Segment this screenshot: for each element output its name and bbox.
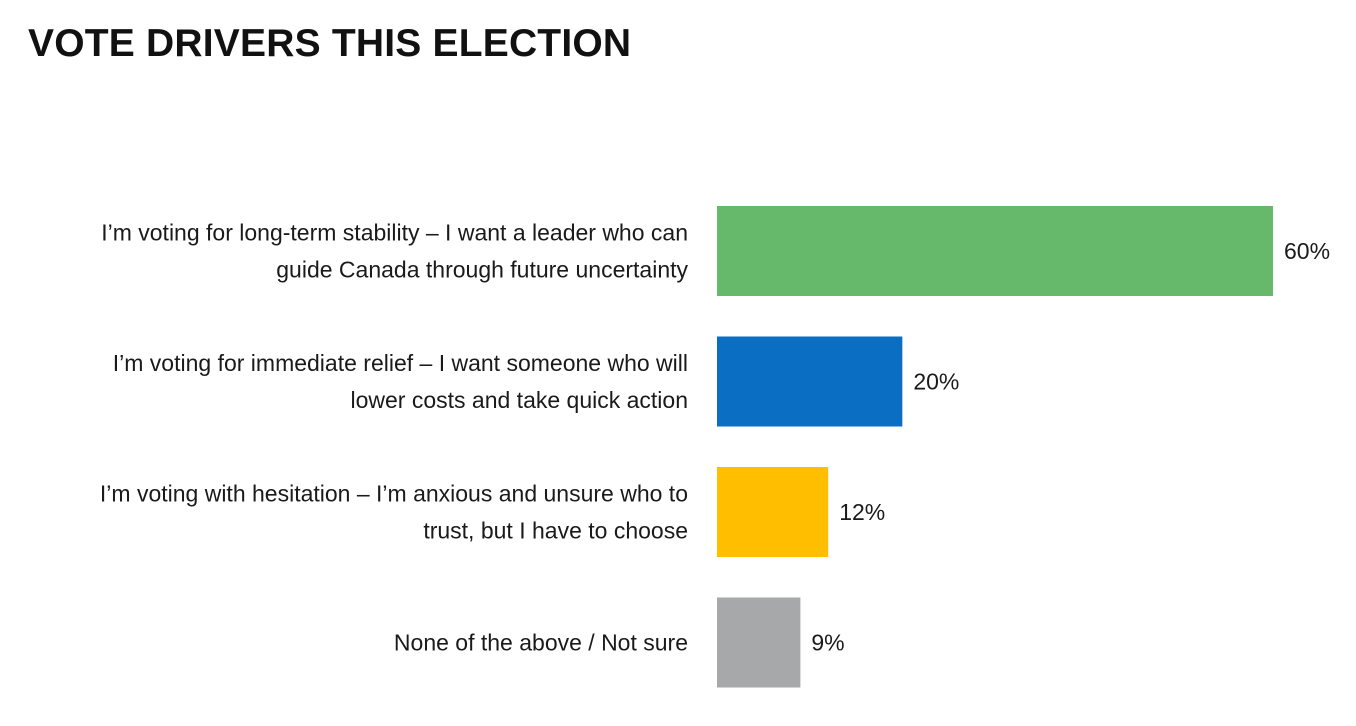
value-label-2: 20% <box>913 369 959 395</box>
category-label-2: I’m voting for immediate relief – I want… <box>113 350 688 413</box>
bar-1 <box>717 206 1273 296</box>
bar-3 <box>717 467 829 557</box>
category-label-1-line-2: guide Canada through future uncertainty <box>276 257 688 283</box>
category-label-2-line-1: I’m voting for immediate relief – I want… <box>113 350 688 376</box>
value-label-1: 60% <box>1284 238 1330 264</box>
bar-4 <box>717 597 801 688</box>
value-label-3: 12% <box>839 499 885 525</box>
category-label-1-line-1: I’m voting for long-term stability – I w… <box>101 220 688 246</box>
category-label-4-line-1: None of the above / Not sure <box>394 630 688 656</box>
category-label-4: None of the above / Not sure <box>394 630 688 656</box>
category-label-3-line-1: I’m voting with hesitation – I’m anxious… <box>100 481 688 507</box>
category-label-2-line-2: lower costs and take quick action <box>350 387 688 413</box>
category-label-3: I’m voting with hesitation – I’m anxious… <box>100 481 688 544</box>
value-label-4: 9% <box>811 630 844 656</box>
bar-2 <box>717 336 903 427</box>
category-label-3-line-2: trust, but I have to choose <box>423 518 688 544</box>
category-label-1: I’m voting for long-term stability – I w… <box>101 220 688 283</box>
chart-title: VOTE DRIVERS THIS ELECTION <box>28 22 632 65</box>
